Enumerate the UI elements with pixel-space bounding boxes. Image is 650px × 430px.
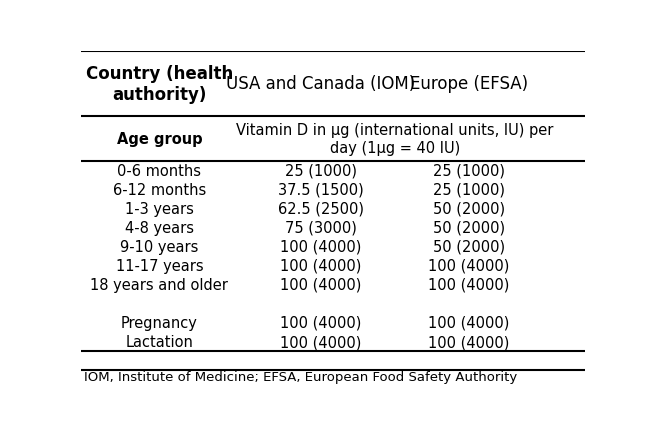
Text: 25 (1000): 25 (1000) — [433, 182, 505, 197]
Text: Vitamin D in μg (international units, IU) per
day (1μg = 40 IU): Vitamin D in μg (international units, IU… — [236, 123, 554, 155]
Text: 6-12 months: 6-12 months — [112, 182, 206, 197]
Text: IOM, Institute of Medicine; EFSA, European Food Safety Authority: IOM, Institute of Medicine; EFSA, Europe… — [84, 370, 517, 383]
Text: 25 (1000): 25 (1000) — [285, 163, 357, 178]
Text: 4-8 years: 4-8 years — [125, 221, 194, 235]
Text: 100 (4000): 100 (4000) — [280, 240, 361, 254]
Text: 50 (2000): 50 (2000) — [433, 240, 505, 254]
Text: Pregnancy: Pregnancy — [121, 315, 198, 330]
Text: 75 (3000): 75 (3000) — [285, 221, 356, 235]
Text: 100 (4000): 100 (4000) — [280, 315, 361, 330]
Text: 9-10 years: 9-10 years — [120, 240, 198, 254]
Text: 50 (2000): 50 (2000) — [433, 221, 505, 235]
Text: 37.5 (1500): 37.5 (1500) — [278, 182, 363, 197]
Text: Country (health
authority): Country (health authority) — [86, 65, 233, 104]
Text: 0-6 months: 0-6 months — [118, 163, 202, 178]
Text: USA and Canada (IOM): USA and Canada (IOM) — [226, 75, 415, 93]
Text: Age group: Age group — [116, 132, 202, 147]
Text: 100 (4000): 100 (4000) — [428, 334, 510, 349]
Text: 25 (1000): 25 (1000) — [433, 163, 505, 178]
Text: Europe (EFSA): Europe (EFSA) — [410, 75, 528, 93]
Text: 1-3 years: 1-3 years — [125, 201, 194, 216]
Text: 62.5 (2500): 62.5 (2500) — [278, 201, 363, 216]
Text: Lactation: Lactation — [125, 334, 193, 349]
Text: 11-17 years: 11-17 years — [116, 258, 203, 273]
Text: 100 (4000): 100 (4000) — [280, 334, 361, 349]
Text: 100 (4000): 100 (4000) — [428, 315, 510, 330]
Text: 100 (4000): 100 (4000) — [428, 277, 510, 292]
Text: 50 (2000): 50 (2000) — [433, 201, 505, 216]
Text: 100 (4000): 100 (4000) — [428, 258, 510, 273]
Text: 100 (4000): 100 (4000) — [280, 258, 361, 273]
Text: 100 (4000): 100 (4000) — [280, 277, 361, 292]
Text: 18 years and older: 18 years and older — [90, 277, 228, 292]
